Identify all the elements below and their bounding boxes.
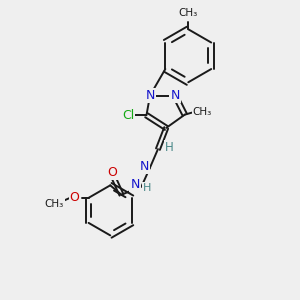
Text: N: N: [145, 89, 155, 102]
Text: O: O: [107, 166, 117, 178]
Text: N: N: [170, 89, 180, 102]
Text: CH₃: CH₃: [45, 199, 64, 209]
Text: N: N: [140, 160, 149, 173]
Text: N: N: [130, 178, 140, 191]
Text: CH₃: CH₃: [193, 107, 212, 117]
Text: H: H: [142, 183, 151, 193]
Text: CH₃: CH₃: [179, 8, 198, 18]
Text: Cl: Cl: [122, 109, 134, 122]
Text: O: O: [70, 191, 80, 204]
Text: H: H: [165, 141, 173, 154]
